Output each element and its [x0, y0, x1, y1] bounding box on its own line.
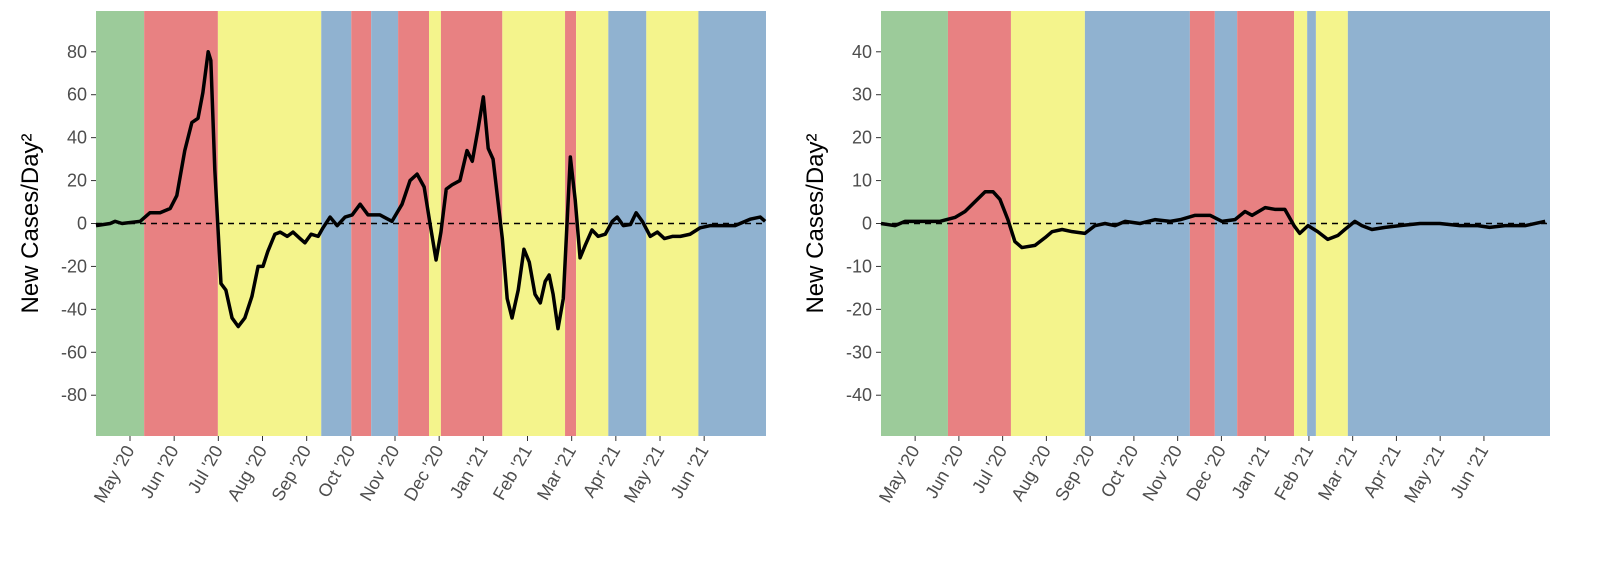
- x-tick-label: Mar '21: [533, 442, 580, 504]
- phase-region: [217, 11, 322, 436]
- y-tick-label: 0: [77, 214, 87, 234]
- y-tick-label: -60: [61, 342, 87, 362]
- x-tick-label: Nov '20: [1139, 442, 1187, 504]
- x-tick-label: Jun '21: [1446, 442, 1492, 502]
- x-tick-label: Apr '21: [579, 442, 625, 501]
- y-tick-label: 40: [67, 128, 87, 148]
- x-tick-label: Dec '20: [400, 442, 448, 504]
- y-tick-label: 30: [852, 85, 872, 105]
- y-tick-label: -20: [61, 256, 87, 276]
- x-tick-label: May '20: [875, 442, 924, 506]
- y-tick-label: -30: [846, 342, 872, 362]
- x-tick-label: Feb '21: [489, 442, 536, 504]
- y-tick-label: 60: [67, 85, 87, 105]
- x-tick-label: Nov '20: [356, 442, 404, 504]
- x-tick-label: Jul '20: [968, 442, 1011, 497]
- y-tick-label: 80: [67, 42, 87, 62]
- x-tick-label: Sep '20: [268, 442, 316, 504]
- y-tick-label: -10: [846, 256, 872, 276]
- y-tick-label: 40: [852, 42, 872, 62]
- y-axis-label: New Cases/Day²: [17, 133, 44, 313]
- x-tick-label: Jun '20: [921, 442, 967, 502]
- y-tick-label: 20: [852, 128, 872, 148]
- x-tick-label: Aug '20: [1007, 442, 1055, 504]
- y-tick-label: 0: [862, 214, 872, 234]
- x-tick-label: May '21: [1400, 442, 1449, 506]
- phase-region: [698, 11, 766, 436]
- x-tick-label: Sep '20: [1051, 442, 1099, 504]
- data-line: [95, 50, 767, 331]
- x-tick-label: Feb '21: [1270, 442, 1317, 504]
- x-tick-label: May '21: [620, 442, 669, 506]
- data-line: [880, 189, 1546, 250]
- x-tick-label: Aug '20: [223, 442, 271, 504]
- x-tick-label: Jan '21: [446, 442, 492, 502]
- x-tick-label: Jan '21: [1228, 442, 1274, 502]
- y-tick-label: -40: [61, 299, 87, 319]
- x-tick-label: Jul '20: [184, 442, 227, 497]
- phase-region: [398, 11, 430, 436]
- x-tick-label: Oct '20: [314, 442, 360, 501]
- y-tick-label: 20: [67, 171, 87, 191]
- phase-region: [429, 11, 441, 436]
- x-tick-label: Oct '20: [1097, 442, 1143, 501]
- x-tick-label: Jun '20: [137, 442, 183, 502]
- phase-region: [947, 11, 1011, 436]
- y-tick-label: 10: [852, 171, 872, 191]
- phase-region: [502, 11, 566, 436]
- x-tick-label: Mar '21: [1314, 442, 1361, 504]
- y-tick-label: -80: [61, 385, 87, 405]
- x-tick-label: Jun '21: [667, 442, 713, 502]
- y-tick-label: -20: [846, 299, 872, 319]
- x-tick-label: Dec '20: [1182, 442, 1230, 504]
- y-axis-label: New Cases/Day²: [802, 133, 829, 313]
- x-tick-label: Apr '21: [1359, 442, 1405, 501]
- x-tick-label: May '20: [90, 442, 139, 506]
- y-tick-label: -40: [846, 385, 872, 405]
